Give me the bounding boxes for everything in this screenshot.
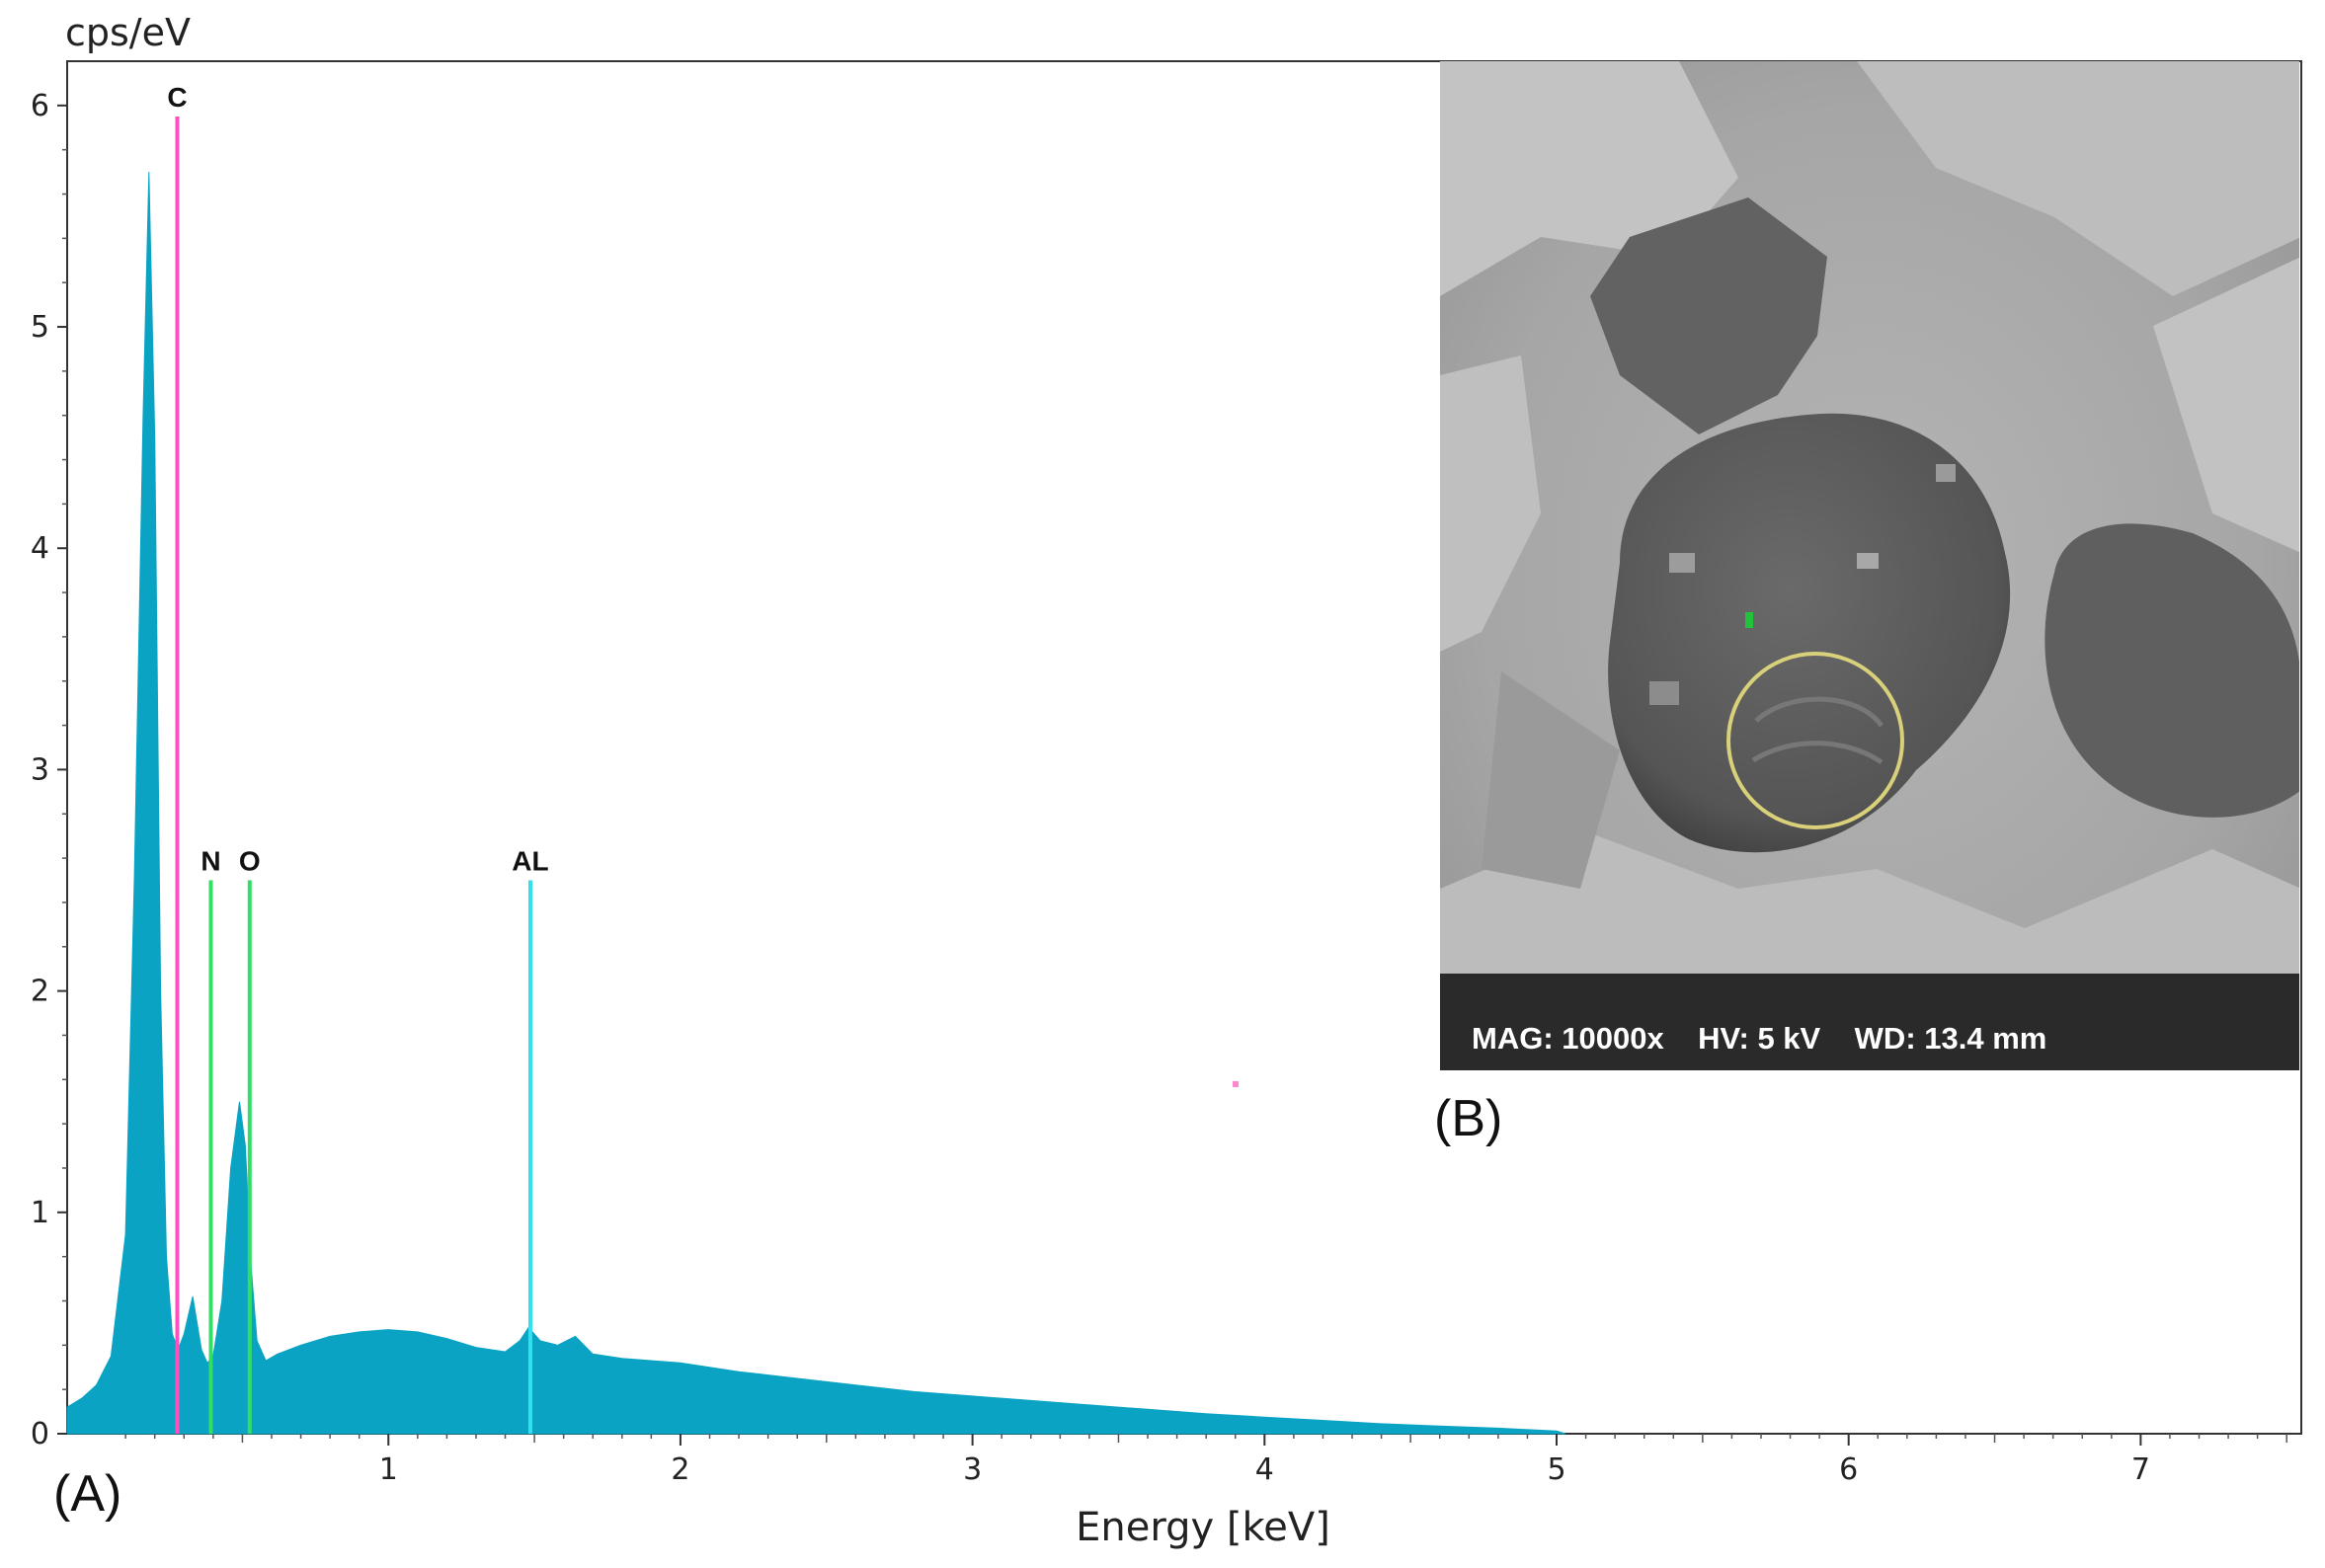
sem-info-bar (1440, 974, 2299, 1070)
element-lines-layer: C N O AL (167, 82, 549, 1434)
sem-info-text: MAG: 10000x HV: 5 kV WD: 13.4 mm (1472, 1021, 2046, 1056)
x-tick-label: 6 (1839, 1452, 1858, 1487)
right-particle (2044, 523, 2299, 818)
stray-marker (1233, 1081, 1239, 1087)
x-tick-label: 4 (1255, 1452, 1274, 1487)
ticks-layer: 1 2 3 4 5 6 7 0 1 2 3 4 5 6 (31, 89, 2287, 1487)
x-tick-label: 2 (671, 1452, 689, 1487)
element-label-al: AL (512, 846, 548, 877)
panel-label-b: (B) (1434, 1090, 1502, 1147)
y-tick-label: 3 (31, 752, 49, 787)
upper-particle (1590, 197, 1827, 434)
y-tick-label: 5 (31, 310, 49, 345)
x-tick-label: 7 (2131, 1452, 2150, 1487)
spectrum-area (66, 172, 1566, 1435)
element-label-o: O (239, 846, 261, 877)
element-label-n: N (200, 846, 220, 877)
y-tick-label: 0 (31, 1417, 49, 1451)
sem-inset: MAG: 10000x HV: 5 kV WD: 13.4 mm (1440, 61, 2299, 1070)
y-tick-label: 2 (31, 975, 49, 1009)
panel-label-a: (A) (53, 1465, 121, 1523)
analysis-circle (1726, 652, 1904, 829)
y-tick-label: 6 (31, 89, 49, 123)
x-tick-label: 3 (963, 1452, 982, 1487)
main-particle (1608, 413, 2011, 853)
y-tick-label: 1 (31, 1196, 49, 1230)
x-axis-label: Energy [keV] (1076, 1505, 1330, 1550)
spectrum-layer (66, 172, 1566, 1435)
x-tick-label: 1 (379, 1452, 398, 1487)
element-label-c: C (167, 82, 187, 113)
y-axis-label: cps/eV (65, 11, 191, 54)
y-tick-label: 4 (31, 531, 49, 566)
x-tick-label: 5 (1547, 1452, 1565, 1487)
